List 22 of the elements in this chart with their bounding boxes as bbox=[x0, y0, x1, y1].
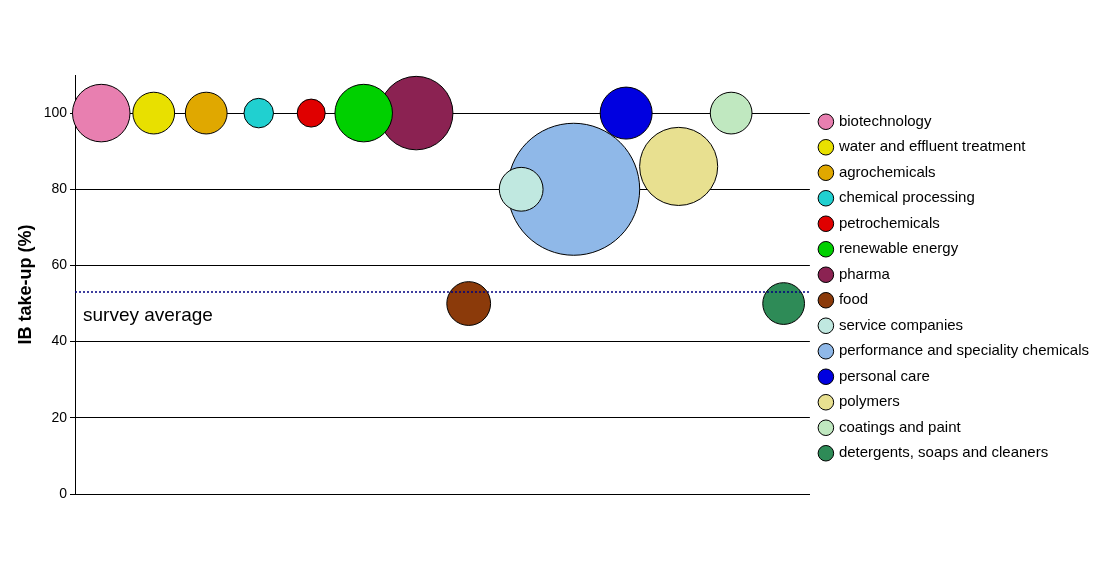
legend-label: renewable energy bbox=[838, 239, 959, 257]
legend-label: pharma bbox=[838, 264, 891, 282]
y-tick-label: 20 bbox=[51, 408, 68, 425]
y-tick-label: 60 bbox=[51, 256, 68, 273]
y-tick-label: 80 bbox=[51, 180, 68, 197]
legend-label: water and effluent treatment bbox=[837, 137, 1027, 155]
legend-label: performance and speciality chemicals bbox=[838, 341, 1090, 359]
legend-label: food bbox=[838, 290, 869, 308]
legend-label: chemical processing bbox=[838, 188, 975, 206]
legend-label: personal care bbox=[838, 366, 930, 384]
legend-label: detergents, soaps and cleaners bbox=[838, 443, 1049, 461]
ref-line-label: survey average bbox=[83, 303, 213, 325]
y-tick-label: 100 bbox=[43, 103, 68, 120]
legend-label: agrochemicals bbox=[838, 162, 936, 180]
y-axis-title: IB take-up (%) bbox=[14, 224, 35, 345]
legend-label: biotechnology bbox=[838, 111, 932, 129]
legend-label: polymers bbox=[838, 392, 900, 410]
legend-label: service companies bbox=[838, 315, 964, 333]
y-tick-label: 0 bbox=[59, 484, 68, 501]
y-tick-label: 40 bbox=[51, 332, 68, 349]
legend-label: coatings and paint bbox=[838, 417, 962, 435]
legend-label: petrochemicals bbox=[838, 213, 940, 231]
